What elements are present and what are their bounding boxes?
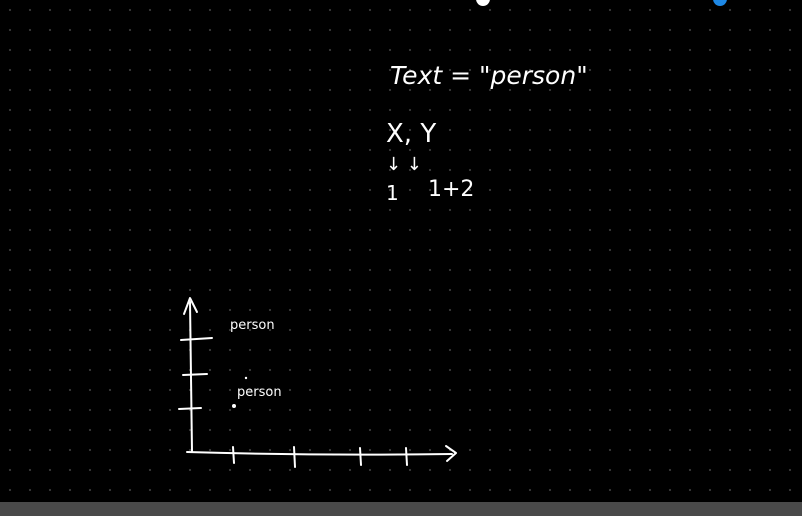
top-marker-blue [713, 0, 727, 6]
note-text-person: Text = "person" [390, 61, 588, 90]
plot-point-small [244, 376, 248, 380]
note-arrows: ↓ ↓ [386, 154, 422, 175]
ink-layer: Text = "person" X, Y ↓ ↓ 1 1+2 person pe… [178, 61, 588, 468]
plot-label-bottom: person [237, 385, 282, 400]
y-axis-tick [178, 407, 202, 410]
top-marker-white [476, 0, 490, 6]
y-axis-arrowhead [183, 297, 198, 315]
x-axis-arrowhead [445, 445, 457, 462]
x-axis-tick [293, 446, 296, 468]
bottom-toolbar-strip [0, 502, 802, 516]
whiteboard-canvas[interactable]: Text = "person" X, Y ↓ ↓ 1 1+2 person pe… [0, 0, 802, 502]
note-x-value: 1 [386, 181, 399, 205]
y-axis-tick [180, 337, 213, 341]
plot-point [232, 404, 236, 408]
y-axis-line [189, 301, 193, 453]
x-axis-line [186, 451, 453, 456]
x-axis-tick [359, 447, 362, 466]
note-y-value: 1+2 [428, 177, 474, 202]
x-axis-tick [405, 447, 408, 466]
x-axis-tick [232, 446, 235, 464]
plot-label-top: person [230, 318, 275, 333]
note-x-y: X, Y [386, 119, 436, 149]
y-axis-tick [182, 373, 208, 376]
